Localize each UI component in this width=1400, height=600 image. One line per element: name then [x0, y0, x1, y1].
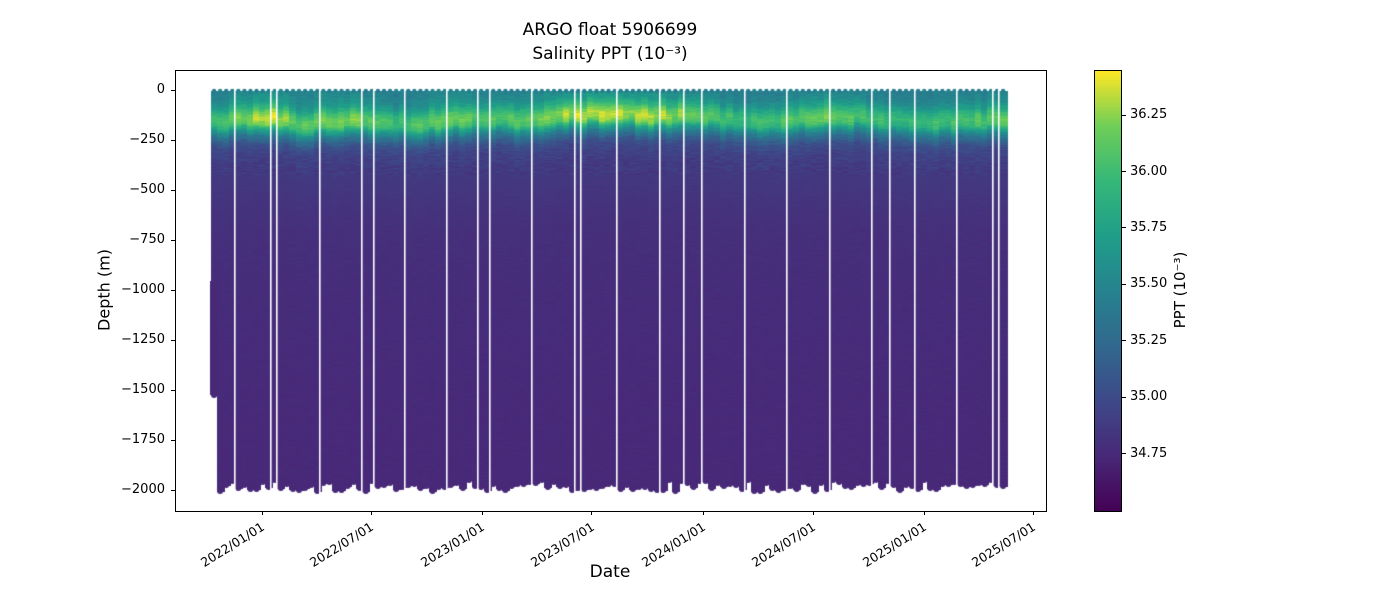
y-tick-label: −500 [129, 182, 165, 197]
x-axis-label: Date [589, 562, 631, 582]
y-tick-label: −1750 [121, 432, 165, 447]
colorbar-tick-label: 35.50 [1130, 276, 1168, 292]
x-tick-mark [812, 511, 814, 515]
y-tick-mark [171, 239, 175, 241]
colorbar-tick-mark [1122, 114, 1126, 116]
colorbar-tick-label: 35.25 [1130, 332, 1168, 348]
y-tick-mark [171, 439, 175, 441]
y-tick-mark [171, 339, 175, 341]
y-tick-mark [171, 289, 175, 291]
colorbar-tick-mark [1122, 283, 1126, 285]
y-tick-label: −1000 [121, 282, 165, 297]
y-tick-label: −250 [129, 132, 165, 147]
y-tick-label: 0 [156, 82, 165, 97]
chart-subtitle: Salinity PPT (10⁻³) [532, 44, 688, 64]
colorbar-tick-label: 34.75 [1130, 445, 1168, 461]
x-tick-mark [482, 511, 484, 515]
x-tick-mark [370, 511, 372, 515]
y-tick-mark [171, 89, 175, 91]
y-tick-mark [171, 139, 175, 141]
chart-title: ARGO float 5906699 [522, 20, 698, 40]
y-tick-label: −1500 [121, 382, 165, 397]
colorbar-tick-mark [1122, 340, 1126, 342]
y-tick-mark [171, 489, 175, 491]
y-tick-label: −1250 [121, 332, 165, 347]
x-tick-mark [591, 511, 593, 515]
colorbar-tick-mark [1122, 396, 1126, 398]
salinity-heatmap-canvas [176, 71, 1046, 511]
y-tick-label: −750 [129, 232, 165, 247]
colorbar [1094, 70, 1122, 512]
colorbar-tick-mark [1122, 453, 1126, 455]
colorbar-gradient-canvas [1095, 71, 1121, 511]
colorbar-tick-label: 36.00 [1130, 163, 1168, 179]
x-tick-mark [261, 511, 263, 515]
y-tick-label: −2000 [121, 482, 165, 497]
colorbar-label: PPT (10⁻³) [1171, 251, 1189, 329]
x-tick-mark [923, 511, 925, 515]
y-tick-mark [171, 389, 175, 391]
x-tick-mark [702, 511, 704, 515]
colorbar-tick-label: 36.25 [1130, 107, 1168, 123]
y-tick-mark [171, 189, 175, 191]
plot-area [175, 70, 1047, 512]
x-tick-mark [1033, 511, 1035, 515]
colorbar-tick-label: 35.75 [1130, 219, 1168, 235]
colorbar-tick-mark [1122, 227, 1126, 229]
colorbar-tick-label: 35.00 [1130, 389, 1168, 405]
colorbar-tick-mark [1122, 171, 1126, 173]
